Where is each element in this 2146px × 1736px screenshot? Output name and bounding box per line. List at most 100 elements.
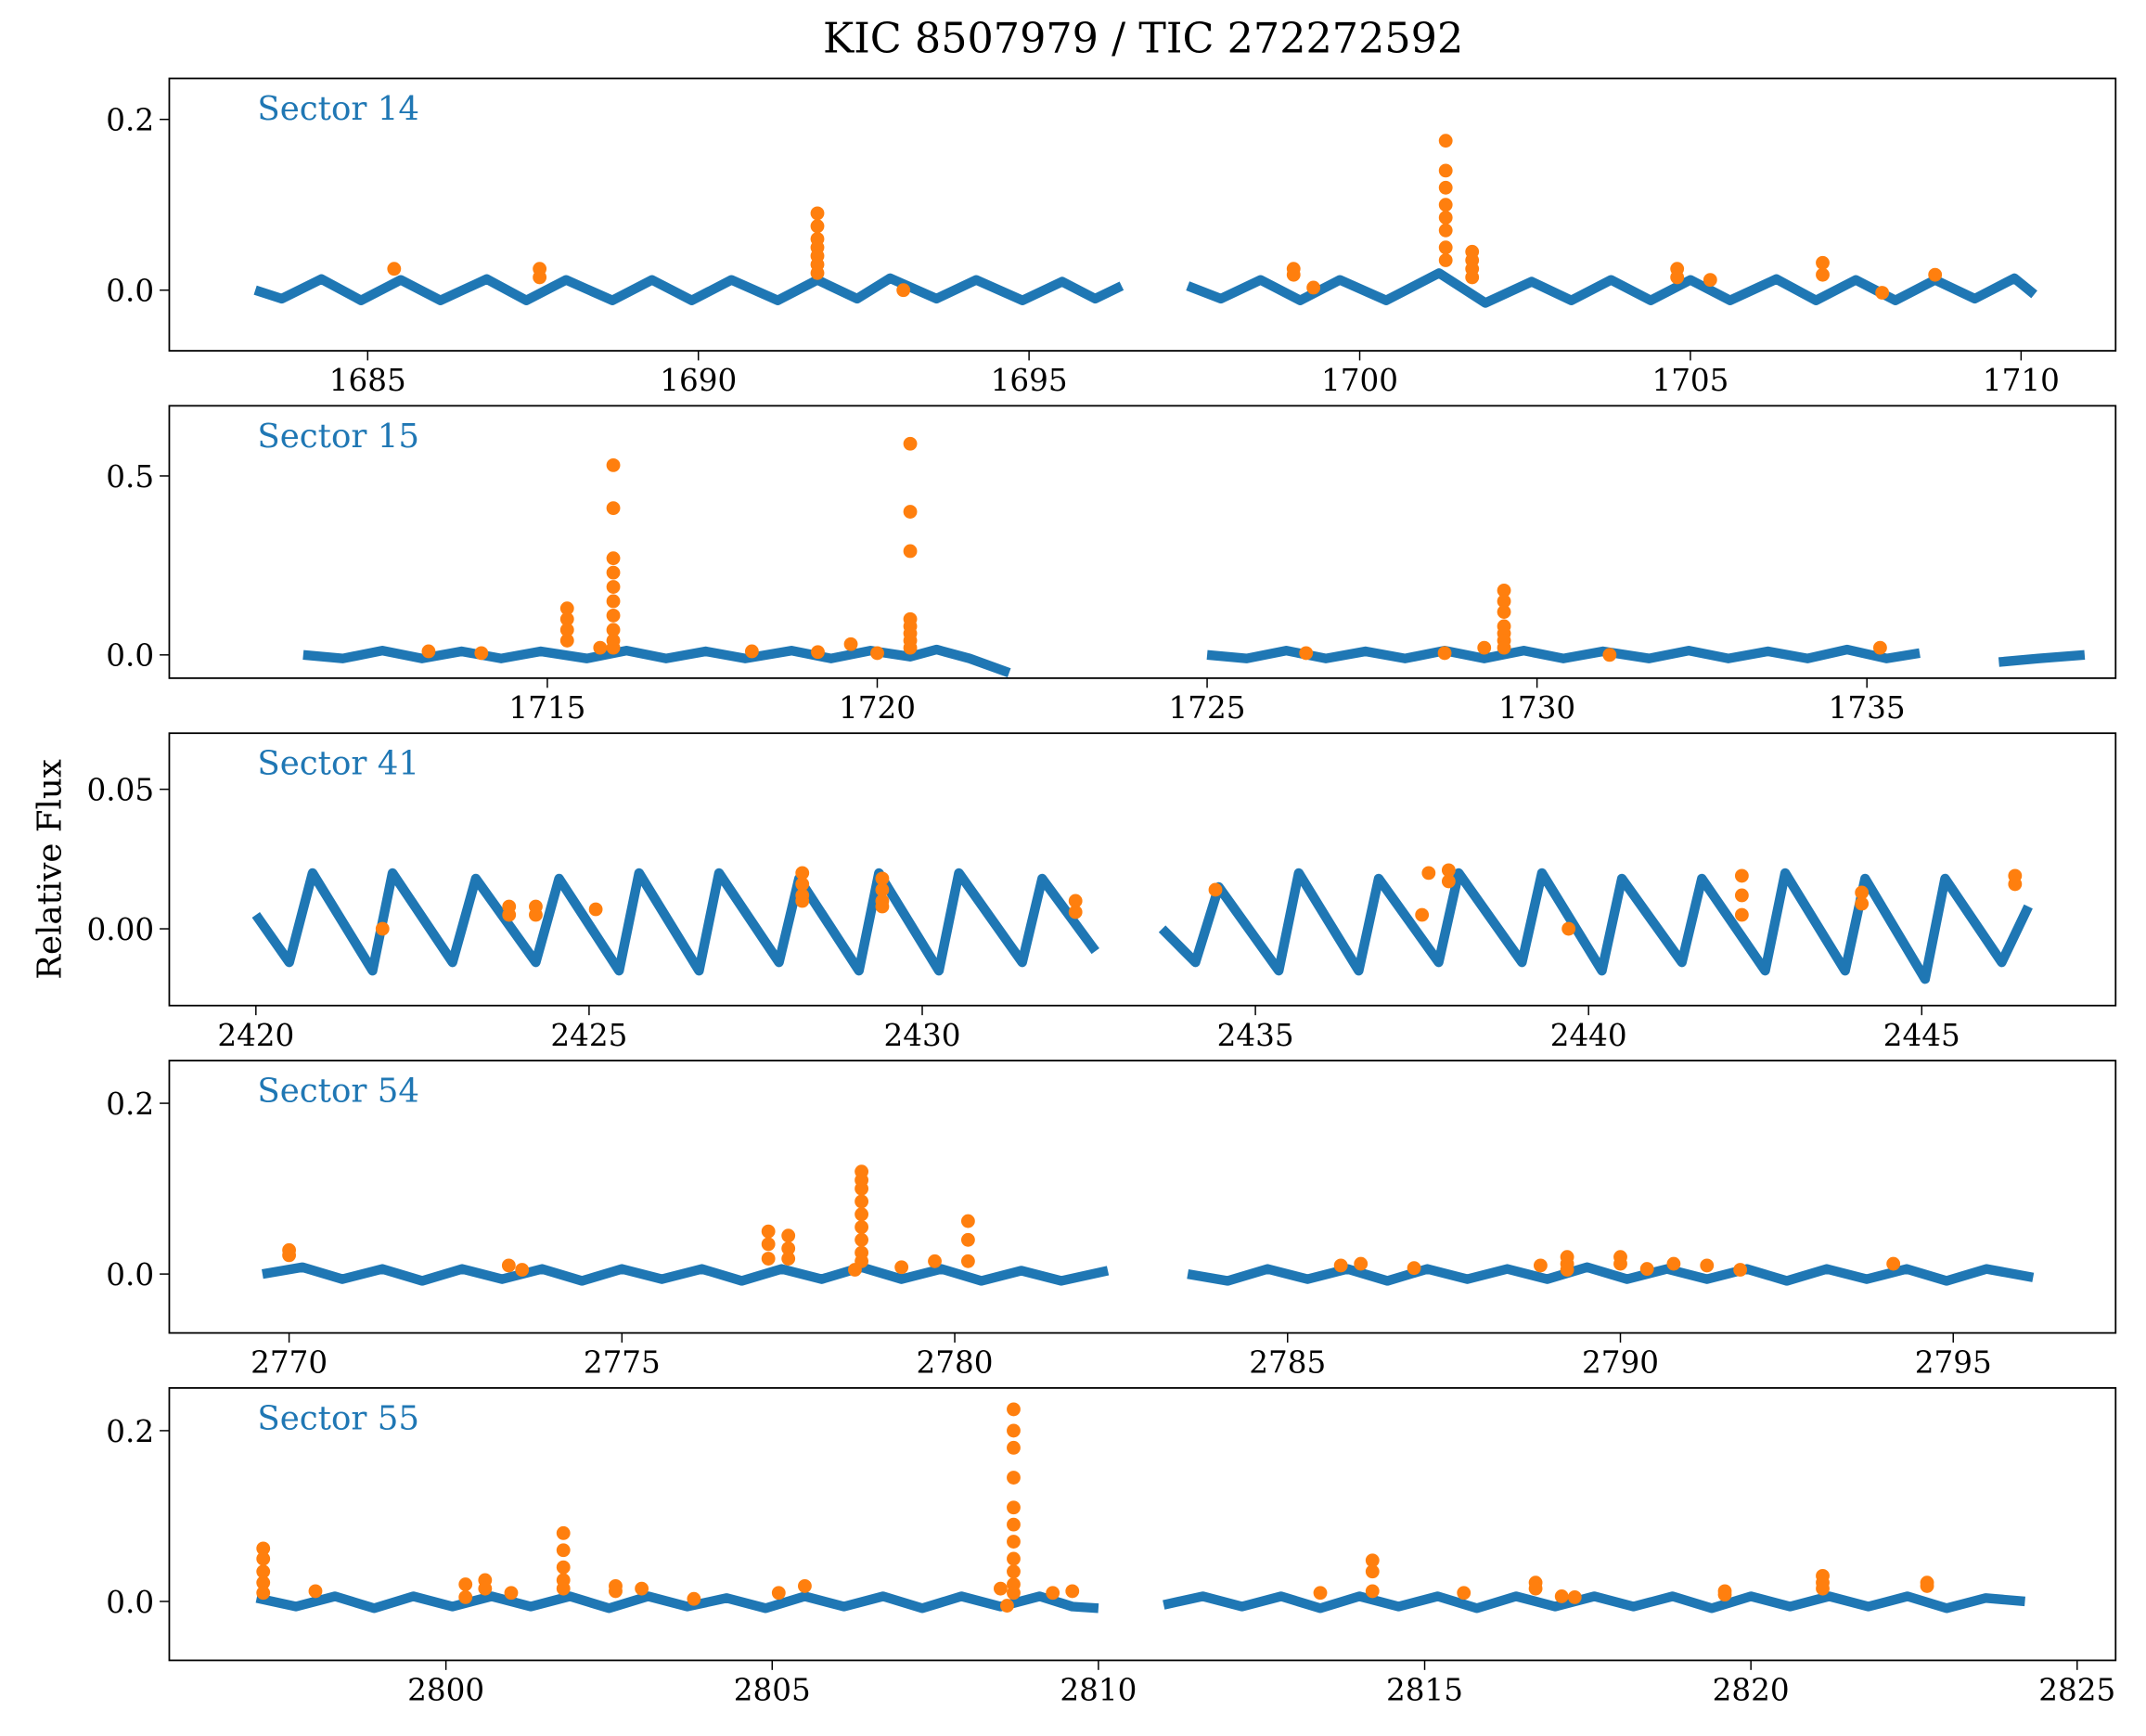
flare-point xyxy=(1313,1586,1328,1601)
flare-point xyxy=(1497,583,1511,598)
flare-point xyxy=(761,1224,776,1239)
flare-point xyxy=(1415,907,1430,922)
flare-point xyxy=(810,219,825,234)
flare-point xyxy=(1365,1564,1380,1579)
flare-point xyxy=(855,1207,869,1222)
flare-point xyxy=(1007,1586,1021,1601)
flare-point xyxy=(903,436,918,451)
flare-point xyxy=(1286,267,1301,282)
flare-point xyxy=(1560,1263,1574,1277)
flare-point xyxy=(1438,211,1453,225)
flux-band xyxy=(262,1262,2035,1286)
x-tick-label: 2775 xyxy=(584,1345,661,1381)
flare-point xyxy=(1816,267,1830,282)
flare-point xyxy=(1068,905,1083,919)
flare-point xyxy=(1816,255,1830,270)
flare-point xyxy=(1354,1256,1369,1271)
sector-label: Sector 15 xyxy=(257,418,419,456)
flare-point xyxy=(606,608,621,623)
axes-frame xyxy=(168,77,2117,352)
flare-point xyxy=(256,1575,271,1590)
flare-point xyxy=(1497,594,1511,609)
flare-point xyxy=(855,1181,869,1196)
x-tick-label: 1720 xyxy=(839,690,916,726)
flare-point xyxy=(1007,1564,1021,1579)
flare-point xyxy=(421,644,436,659)
flare-point xyxy=(1438,253,1453,267)
x-tick-label: 2435 xyxy=(1217,1018,1294,1053)
flare-point xyxy=(606,565,621,580)
flare-point xyxy=(798,1578,812,1593)
flare-point xyxy=(256,1551,271,1566)
flare-point xyxy=(687,1591,701,1606)
flare-point xyxy=(609,1584,623,1599)
x-tick-label: 2785 xyxy=(1249,1345,1326,1381)
flare-point xyxy=(1438,134,1453,148)
flare-point xyxy=(1421,866,1436,881)
x-tick-label: 2790 xyxy=(1582,1345,1659,1381)
flare-point xyxy=(960,1254,975,1268)
flare-point xyxy=(795,866,810,881)
flare-point xyxy=(928,1254,942,1268)
flare-point xyxy=(533,270,547,285)
y-axis-label: Relative Flux xyxy=(31,759,69,980)
flare-point xyxy=(1333,1258,1348,1273)
axes-frame xyxy=(168,732,2117,1007)
flare-point xyxy=(1734,907,1749,922)
flare-point xyxy=(1477,640,1492,655)
sector-label: Sector 55 xyxy=(257,1399,419,1437)
flare-point xyxy=(771,1586,786,1601)
flare-point xyxy=(308,1584,323,1599)
flare-point xyxy=(761,1237,776,1252)
flare-point xyxy=(1533,1258,1548,1273)
flare-point xyxy=(1886,1256,1901,1271)
flare-point xyxy=(1065,1584,1080,1599)
flare-point xyxy=(478,1581,493,1596)
flare-point xyxy=(1365,1553,1380,1568)
y-tick-label: 0.0 xyxy=(106,1585,154,1620)
axes-frame xyxy=(168,405,2117,679)
y-tick-label: 0.05 xyxy=(87,773,155,808)
flare-point xyxy=(875,899,890,914)
sector-label: Sector 14 xyxy=(257,90,419,128)
flare-point xyxy=(1920,1578,1934,1593)
flare-point xyxy=(1007,1471,1021,1485)
flare-point xyxy=(282,1248,297,1263)
flare-point xyxy=(1299,646,1314,661)
x-tick-label: 2770 xyxy=(251,1345,328,1381)
flare-point xyxy=(556,1543,571,1558)
flare-point xyxy=(1306,280,1321,295)
flare-point xyxy=(1855,896,1870,911)
flare-point xyxy=(1639,1262,1654,1277)
flare-point xyxy=(960,1214,975,1228)
flare-point xyxy=(606,623,621,637)
flare-point xyxy=(761,1252,776,1266)
flare-point xyxy=(1567,1589,1582,1604)
flare-point xyxy=(504,1586,519,1601)
flare-point xyxy=(1465,270,1480,285)
flare-point xyxy=(1666,1256,1681,1271)
flare-point xyxy=(795,877,810,892)
flare-point xyxy=(1007,1440,1021,1455)
flux-band xyxy=(253,268,2037,308)
flare-point xyxy=(1700,1258,1715,1273)
y-tick-label: 0.2 xyxy=(106,1087,154,1122)
flare-point xyxy=(387,262,402,276)
flare-point xyxy=(556,1560,571,1575)
x-tick-label: 1710 xyxy=(1983,363,2060,398)
flux-band xyxy=(255,1591,2025,1614)
axes-frame xyxy=(168,1387,2117,1662)
x-tick-label: 1735 xyxy=(1829,690,1906,726)
flare-point xyxy=(1554,1589,1569,1603)
x-tick-label: 2810 xyxy=(1060,1672,1137,1707)
x-tick-label: 2780 xyxy=(917,1345,994,1381)
flare-point xyxy=(896,283,911,298)
flare-point xyxy=(1438,240,1453,255)
subplot: 2800 2805 2810 2815 2820 2825 0.0 0.2 Sector 55 xyxy=(106,1387,2117,1707)
flare-point xyxy=(875,871,890,886)
x-tick-label: 2445 xyxy=(1883,1018,1960,1053)
x-tick-label: 2440 xyxy=(1550,1018,1627,1053)
flare-point xyxy=(960,1232,975,1247)
